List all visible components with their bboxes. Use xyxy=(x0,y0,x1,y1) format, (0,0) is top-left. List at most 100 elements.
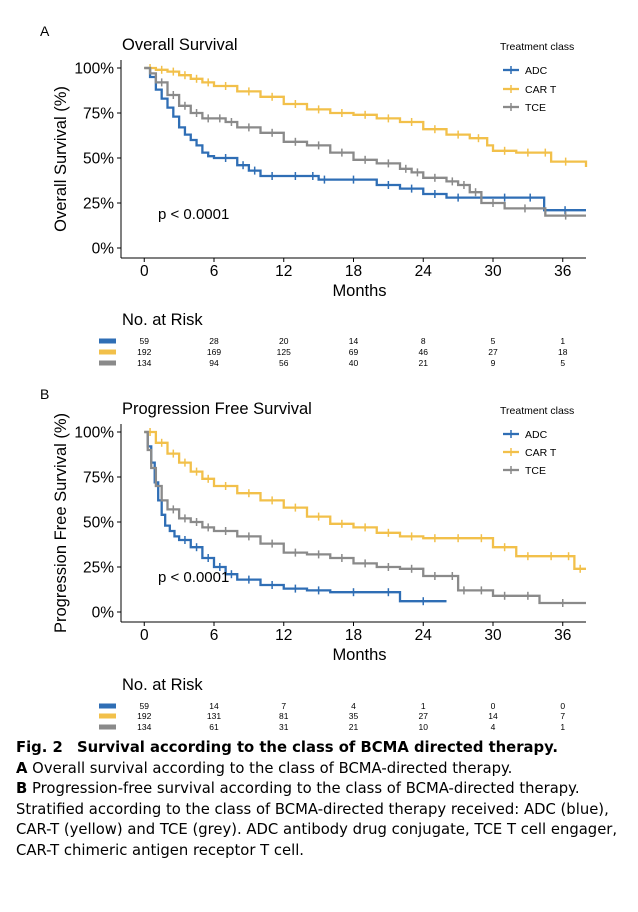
legend-item-adc: ADC xyxy=(503,65,548,77)
risk-value-adc: 1 xyxy=(560,336,565,346)
legend-item-adc: ADC xyxy=(503,429,548,441)
caption-title: Survival according to the class of BCMA … xyxy=(76,739,559,756)
risk-value-adc: 7 xyxy=(281,701,286,711)
legend-item-cart: CAR T xyxy=(503,447,557,459)
legend-title: Treatment class xyxy=(500,41,574,53)
risk-value-cart: 14 xyxy=(488,711,498,721)
legend-label: TCE xyxy=(525,102,546,114)
risk-row-swatch-tce xyxy=(99,360,116,366)
y-tick-label: 75% xyxy=(83,470,114,487)
risk-value-tce: 134 xyxy=(137,358,151,368)
risk-value-adc: 14 xyxy=(349,336,359,346)
series-line-adc xyxy=(144,430,447,603)
risk-value-cart: 7 xyxy=(560,711,565,721)
x-tick-label: 24 xyxy=(415,627,433,644)
risk-value-cart: 192 xyxy=(137,711,151,721)
risk-value-cart: 192 xyxy=(137,347,151,357)
x-tick-label: 12 xyxy=(275,263,292,280)
risk-value-tce: 31 xyxy=(279,722,289,732)
panel-label: A xyxy=(40,23,50,39)
risk-value-cart: 125 xyxy=(277,347,291,357)
panel-label: B xyxy=(40,386,49,402)
risk-value-adc: 59 xyxy=(140,336,150,346)
risk-value-tce: 21 xyxy=(419,358,429,368)
x-tick-label: 12 xyxy=(275,627,292,644)
p-value: p < 0.0001 xyxy=(158,569,229,586)
risk-value-adc: 4 xyxy=(351,701,356,711)
y-axis-label: Progression Free Survival (%) xyxy=(52,413,70,633)
legend-item-tce: TCE xyxy=(503,465,546,477)
legend-title: Treatment class xyxy=(500,405,574,417)
legend-label: TCE xyxy=(525,465,546,477)
p-value: p < 0.0001 xyxy=(158,206,229,223)
risk-value-tce: 4 xyxy=(491,722,496,732)
y-tick-label: 75% xyxy=(83,106,114,123)
x-tick-label: 0 xyxy=(140,263,149,280)
x-axis-label: Months xyxy=(332,282,386,300)
series-line-cart xyxy=(144,430,586,570)
risk-value-cart: 27 xyxy=(488,347,498,357)
risk-value-tce: 61 xyxy=(209,722,219,732)
legend-item-tce: TCE xyxy=(503,102,546,114)
risk-value-adc: 20 xyxy=(279,336,289,346)
risk-table-title: No. at Risk xyxy=(122,676,203,694)
risk-row-swatch-cart xyxy=(99,349,116,355)
y-tick-label: 100% xyxy=(74,425,114,442)
legend-label: ADC xyxy=(525,65,548,77)
legend-label: ADC xyxy=(525,429,548,441)
risk-value-cart: 131 xyxy=(207,711,221,721)
y-tick-label: 50% xyxy=(83,151,114,168)
y-tick-label: 100% xyxy=(74,61,114,78)
risk-value-cart: 35 xyxy=(349,711,359,721)
risk-value-cart: 81 xyxy=(279,711,289,721)
series-line-tce xyxy=(144,430,586,605)
caption-a-label: A xyxy=(16,759,28,777)
risk-value-tce: 9 xyxy=(491,358,496,368)
risk-value-tce: 40 xyxy=(349,358,359,368)
x-tick-label: 36 xyxy=(554,627,571,644)
legend-label: CAR T xyxy=(525,84,557,96)
series-line-cart xyxy=(144,66,588,167)
risk-value-adc: 14 xyxy=(209,701,219,711)
risk-value-adc: 0 xyxy=(491,701,496,711)
risk-row-swatch-adc xyxy=(99,338,116,344)
risk-row-swatch-adc xyxy=(99,703,116,709)
risk-row-swatch-tce xyxy=(99,724,116,730)
legend-label: CAR T xyxy=(525,447,557,459)
risk-value-cart: 69 xyxy=(349,347,359,357)
risk-value-tce: 10 xyxy=(419,722,429,732)
x-tick-label: 24 xyxy=(415,263,433,280)
chart-title: Progression Free Survival xyxy=(122,400,312,418)
risk-value-tce: 5 xyxy=(560,358,565,368)
x-tick-label: 36 xyxy=(554,263,571,280)
x-tick-label: 6 xyxy=(210,627,219,644)
x-tick-label: 6 xyxy=(210,263,219,280)
series-line-adc xyxy=(144,66,586,212)
y-tick-label: 25% xyxy=(83,196,114,213)
risk-value-adc: 1 xyxy=(421,701,426,711)
risk-value-adc: 28 xyxy=(209,336,219,346)
risk-value-tce: 94 xyxy=(209,358,219,368)
caption-fig-label: Fig. 2 xyxy=(16,739,63,756)
x-tick-label: 0 xyxy=(140,627,149,644)
risk-value-adc: 5 xyxy=(491,336,496,346)
risk-value-tce: 21 xyxy=(349,722,359,732)
x-tick-label: 30 xyxy=(484,263,502,280)
caption-b-text: Progression-free survival according to t… xyxy=(16,780,618,859)
x-tick-label: 18 xyxy=(345,627,362,644)
x-axis-label: Months xyxy=(332,646,386,664)
figure-canvas: A Overall Survival 0% 25% 50% 75% 100% 0 6 12 18 24… xyxy=(40,23,588,732)
risk-value-adc: 0 xyxy=(560,701,565,711)
legend-item-cart: CAR T xyxy=(503,84,557,96)
risk-value-cart: 46 xyxy=(419,347,429,357)
series-line-tce xyxy=(144,66,586,217)
risk-value-cart: 27 xyxy=(419,711,429,721)
y-tick-label: 50% xyxy=(83,515,114,532)
chart-title: Overall Survival xyxy=(122,36,238,54)
risk-value-tce: 134 xyxy=(137,722,151,732)
risk-value-tce: 1 xyxy=(560,722,565,732)
y-tick-label: 0% xyxy=(92,605,115,622)
